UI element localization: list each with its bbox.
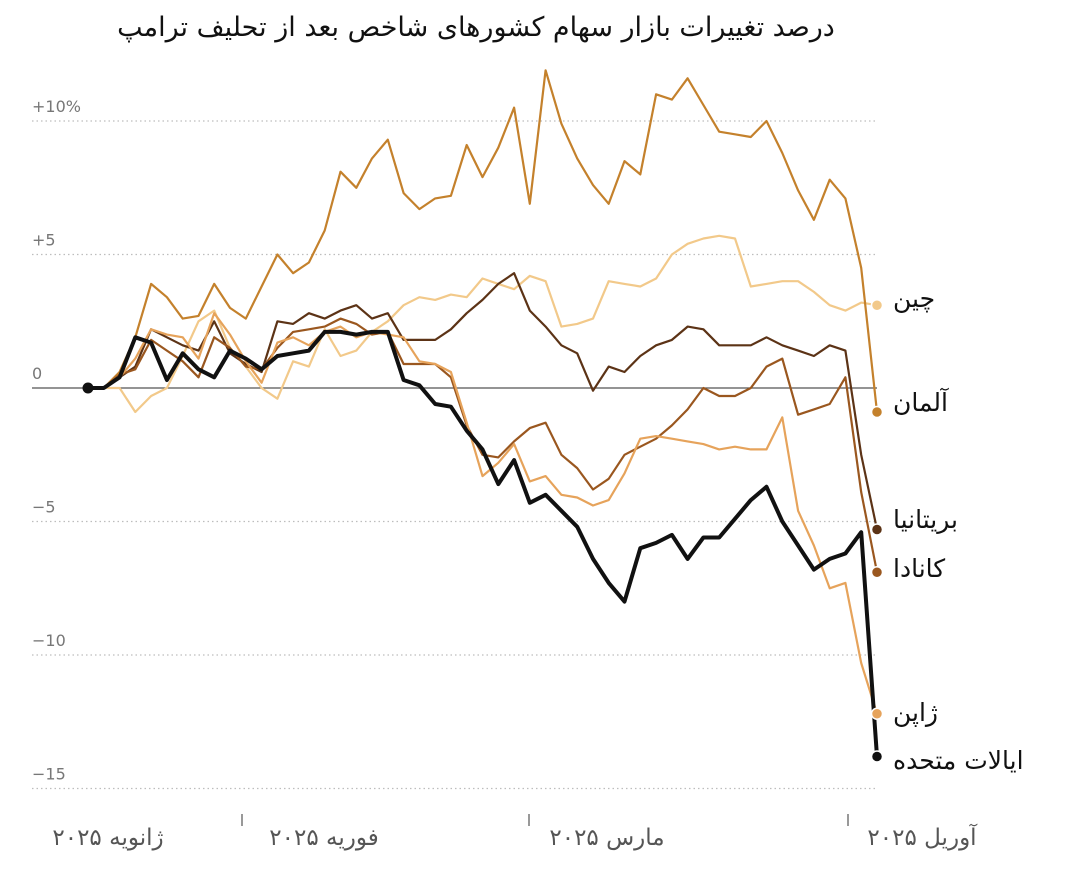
y-tick-label: −5 xyxy=(32,498,56,517)
series-label: ایالات متحده xyxy=(893,746,1024,775)
series-label: چین xyxy=(893,284,935,313)
series-label: ژاپن xyxy=(893,698,938,727)
series-line-5 xyxy=(86,329,879,759)
x-tick-label: فوریه ۲۰۲۵ xyxy=(269,825,378,851)
series-line-2 xyxy=(86,272,879,531)
series-line-0 xyxy=(86,234,879,414)
y-tick-label: −10 xyxy=(32,631,66,650)
y-tick-label: −15 xyxy=(32,765,66,784)
end-marker xyxy=(870,523,884,536)
series-lines xyxy=(86,69,879,759)
end-marker xyxy=(870,405,884,419)
x-axis-ticks: ژانویه ۲۰۲۵ فوریه ۲۰۲۵ مارس ۲۰۲۵ آوریل ۲۰۲۵ xyxy=(52,814,978,851)
series-label: کانادا xyxy=(893,554,945,583)
chart-title: درصد تغییرات بازار سهام کشورهای شاخص بعد… xyxy=(117,12,835,43)
series-label: بریتانیا xyxy=(893,505,958,534)
series-label: آلمان xyxy=(893,387,949,417)
x-tick-label: مارس ۲۰۲۵ xyxy=(549,825,664,851)
series-labels: چین آلمان بریتانیا کانادا ژاپن ایالات متحده xyxy=(893,284,1024,775)
y-tick-label: +10% xyxy=(32,97,81,116)
y-tick-label: 0 xyxy=(32,364,42,383)
x-tick-label: آوریل ۲۰۲۵ xyxy=(867,823,978,851)
y-axis-ticks: +10% +5 0 −5 −10 −15 xyxy=(32,97,81,784)
end-marker xyxy=(870,565,884,579)
end-marker xyxy=(870,707,884,720)
series-line-4 xyxy=(86,312,879,715)
grid-lines xyxy=(32,120,877,790)
end-marker xyxy=(870,298,884,312)
end-marker xyxy=(870,750,884,763)
series-line-1 xyxy=(86,69,879,414)
x-tick-label: ژانویه ۲۰۲۵ xyxy=(52,825,163,851)
series-end-markers xyxy=(82,298,884,763)
start-marker xyxy=(82,382,94,394)
series-line-3 xyxy=(86,317,879,574)
y-tick-label: +5 xyxy=(32,231,56,250)
